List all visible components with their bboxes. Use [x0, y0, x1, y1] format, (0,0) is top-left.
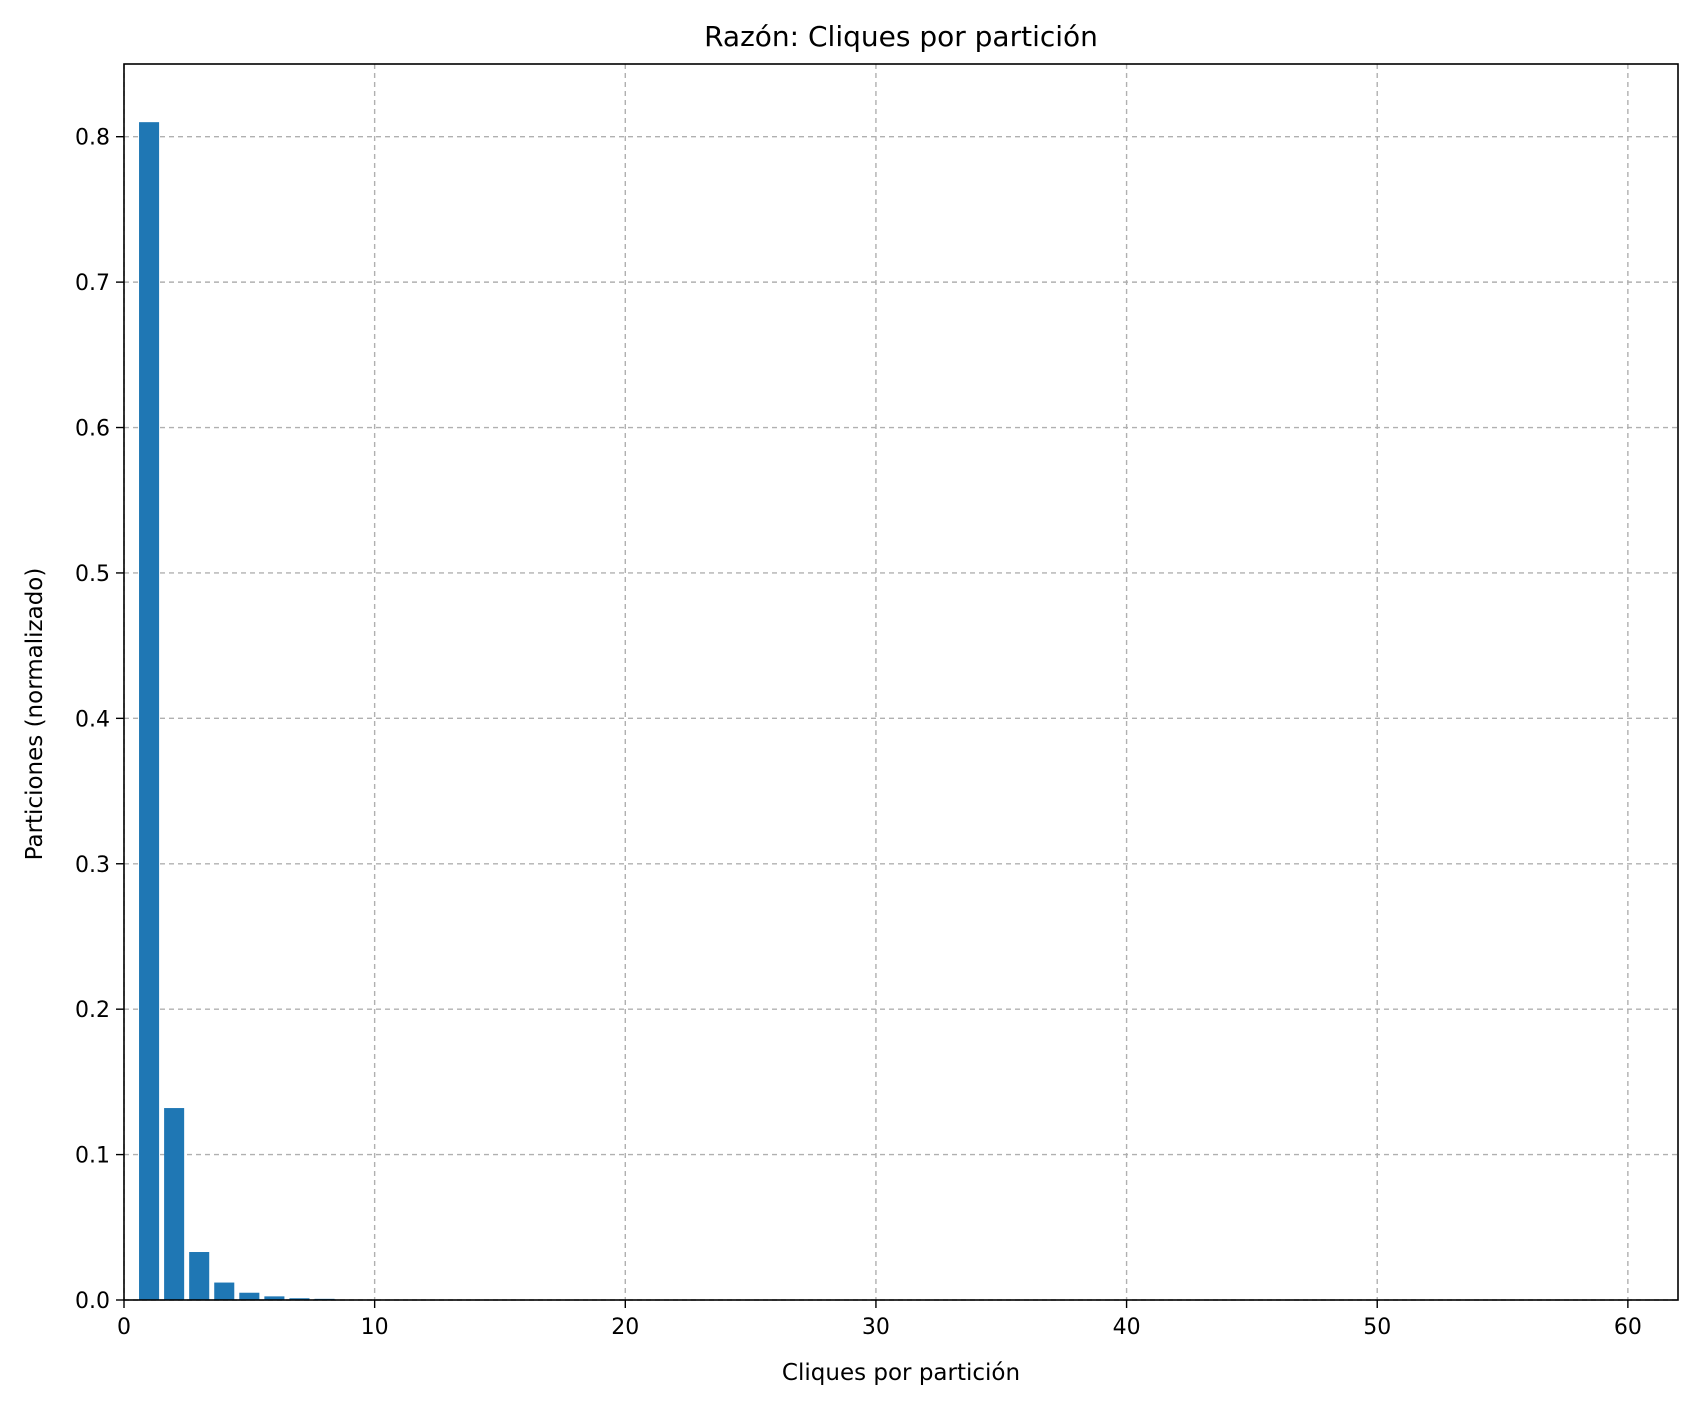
x-tick-label: 40	[1113, 1315, 1141, 1340]
y-axis-label: Particiones (normalizado)	[22, 568, 48, 861]
bar	[139, 122, 160, 1301]
bar	[239, 1292, 260, 1300]
chart-title: Razón: Cliques por partición	[704, 20, 1098, 53]
y-tick-label: 0.7	[75, 271, 110, 296]
y-tick-label: 0.4	[75, 707, 110, 732]
x-tick-label: 50	[1363, 1315, 1391, 1340]
x-tick-label: 0	[117, 1315, 131, 1340]
bar	[214, 1282, 235, 1300]
bar	[264, 1296, 285, 1300]
y-tick-label: 0.5	[75, 562, 110, 587]
x-tick-label: 30	[862, 1315, 890, 1340]
y-tick-label: 0.8	[75, 126, 110, 151]
bar	[189, 1252, 210, 1300]
x-tick-label: 10	[361, 1315, 389, 1340]
x-axis-ticks: 0 10 20 30 40 50 60	[117, 1300, 1642, 1340]
y-tick-label: 0.3	[75, 853, 110, 878]
bar	[289, 1298, 310, 1300]
plot-frame	[123, 63, 1679, 1301]
y-tick-label: 0.2	[75, 998, 110, 1023]
y-tick-label: 0.6	[75, 417, 110, 442]
y-axis-ticks: 0.0 0.1 0.2 0.3 0.4 0.5 0.6 0.7 0.8	[75, 126, 124, 1314]
x-tick-label: 20	[611, 1315, 639, 1340]
bar	[164, 1108, 185, 1300]
x-tick-label: 60	[1614, 1315, 1642, 1340]
x-axis-label: Cliques por partición	[782, 1360, 1020, 1386]
bars	[139, 122, 335, 1301]
y-tick-label: 0.1	[75, 1144, 110, 1169]
y-tick-label: 0.0	[75, 1289, 110, 1314]
